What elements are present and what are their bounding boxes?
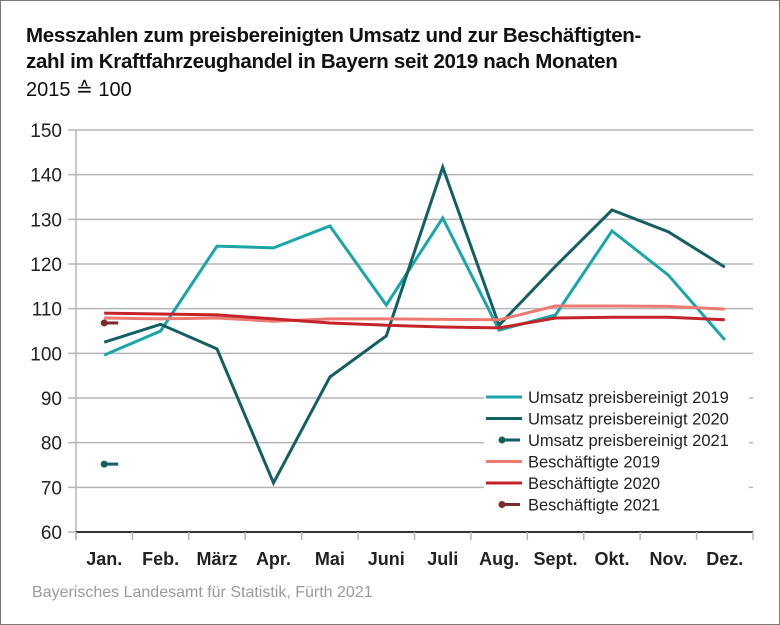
x-tick-label: März xyxy=(197,549,238,569)
y-tick-label: 110 xyxy=(32,300,62,321)
legend: Umsatz preisbereinigt 2019 Umsatz preisbe… xyxy=(486,389,729,515)
y-tick-label: 90 xyxy=(41,389,62,410)
x-tick-label: Nov. xyxy=(650,549,688,569)
y-tick-label: 150 xyxy=(30,121,62,142)
data-point-besch_2021 xyxy=(100,319,108,327)
y-tick-label: 70 xyxy=(41,478,62,499)
legend-marker-besch_2021 xyxy=(498,501,506,508)
y-tick-label: 140 xyxy=(30,166,62,187)
chart-title: Messzahlen zum preisbereinigten Umsatz u… xyxy=(26,23,766,75)
legend-label-umsatz_2020: Umsatz preisbereinigt 2020 xyxy=(528,411,729,429)
y-tick-label: 130 xyxy=(30,210,62,231)
x-tick-label: Okt. xyxy=(594,549,629,569)
x-tick-label: Apr. xyxy=(256,549,291,569)
x-tick-label: Jan. xyxy=(86,549,122,569)
x-tick-label: Juni xyxy=(368,549,405,569)
x-tick-label: Sept. xyxy=(534,549,578,569)
series-line-besch_2020 xyxy=(104,311,725,330)
series-line-umsatz_2020 xyxy=(103,162,726,487)
x-tick-label: Dez. xyxy=(706,549,743,569)
legend-marker-umsatz_2021 xyxy=(498,436,506,444)
chart-title-line-2: zahl im Kraftfahrzeughandel in Bayern se… xyxy=(26,50,618,73)
y-tick-label: 80 xyxy=(41,434,62,455)
x-tick-label: Feb. xyxy=(142,549,179,569)
legend-label-umsatz_2019: Umsatz preisbereinigt 2019 xyxy=(528,389,729,407)
source-note: Bayerisches Landesamt für Statistik, Für… xyxy=(32,584,373,601)
series-line-besch_2019 xyxy=(104,304,725,323)
x-axis: Jan. Feb. März Apr. Mai Juni Juli Aug. Sept. Okt.… xyxy=(75,531,754,569)
data-point-umsatz_2021 xyxy=(100,460,108,468)
legend-label-besch_2021: Beschäftigte 2021 xyxy=(528,497,660,515)
x-tick-label: Juli xyxy=(427,549,458,569)
legend-background xyxy=(484,383,749,514)
y-tick-label: 100 xyxy=(30,344,62,365)
chart-title-line-1: Messzahlen zum preisbereinigten Umsatz u… xyxy=(26,24,642,47)
series-group xyxy=(100,162,726,487)
legend-label-besch_2020: Beschäftigte 2020 xyxy=(528,475,660,493)
y-tick-label: 60 xyxy=(41,523,62,544)
y-tick-label: 120 xyxy=(30,255,62,276)
legend-label-umsatz_2021: Umsatz preisbereinigt 2021 xyxy=(528,432,729,450)
legend-label-besch_2019: Beschäftigte 2019 xyxy=(528,454,660,472)
x-tick-label: Aug. xyxy=(479,549,519,569)
legend-box xyxy=(484,383,749,514)
chart-subtitle: 2015 ≙ 100 xyxy=(26,79,132,101)
x-tick-label: Mai xyxy=(315,549,345,569)
y-axis: 60 70 80 90 100 110 120 130 140 150 xyxy=(30,121,77,544)
series-line-umsatz_2019 xyxy=(103,214,726,357)
